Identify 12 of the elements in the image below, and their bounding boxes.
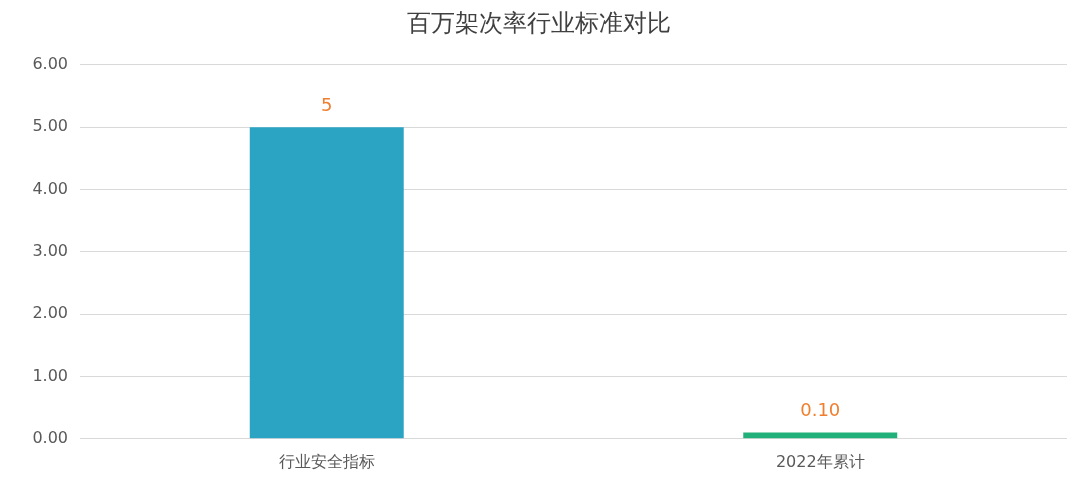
y-tick-label: 1.00 — [32, 365, 68, 385]
y-tick-label: 3.00 — [32, 240, 68, 260]
y-tick-label: 5.00 — [32, 116, 68, 136]
x-tick-label: 2022年累计 — [775, 451, 865, 471]
chart-title: 百万架次率行业标准对比 — [406, 8, 671, 37]
x-tick-label: 行业安全指标 — [278, 451, 375, 471]
data-label: 5 — [321, 93, 333, 115]
y-tick-label: 0.00 — [32, 427, 68, 447]
y-tick-label: 4.00 — [32, 178, 68, 198]
y-tick-label: 2.00 — [32, 303, 68, 323]
y-tick-label: 6.00 — [32, 53, 68, 73]
data-label: 0.10 — [800, 399, 841, 421]
